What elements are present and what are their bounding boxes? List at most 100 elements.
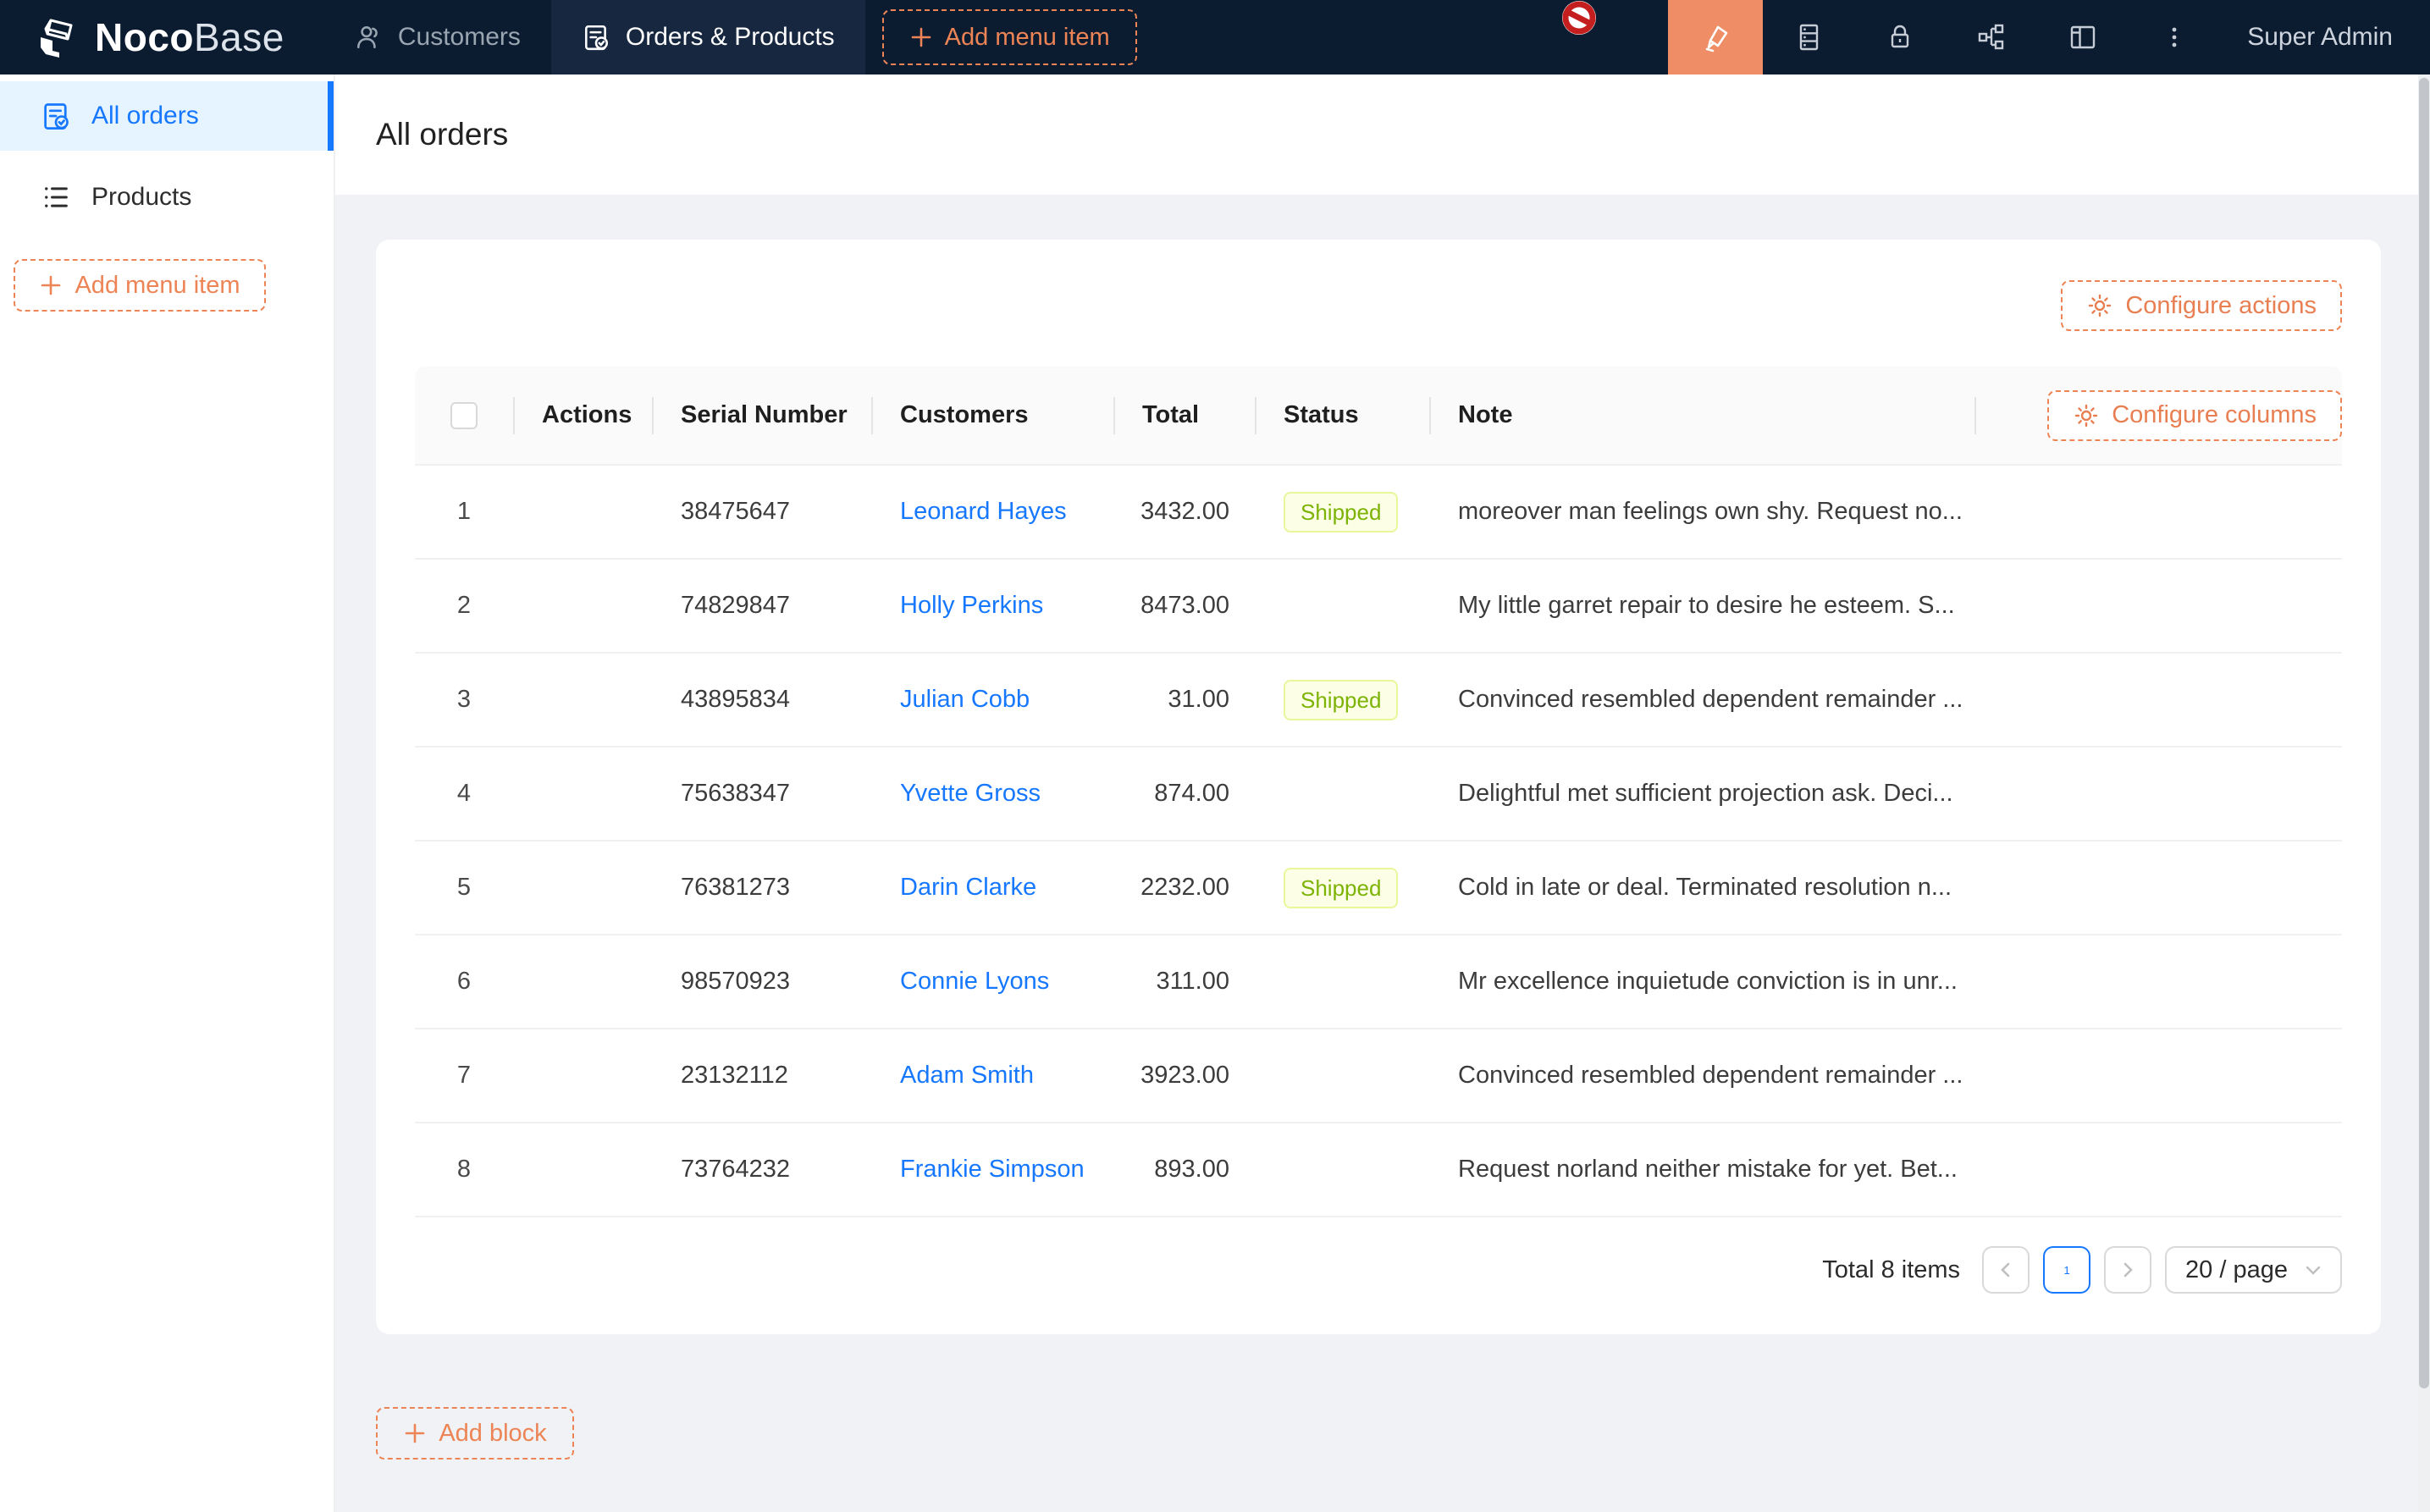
sidebar-active-indicator bbox=[328, 81, 334, 151]
row-serial-number: 38475647 bbox=[652, 498, 871, 526]
column-header-customers: Customers bbox=[871, 367, 1113, 464]
row-customer-cell: Adam Smith bbox=[871, 1062, 1113, 1090]
row-serial-number: 23132112 bbox=[652, 1062, 871, 1090]
customer-link[interactable]: Julian Cobb bbox=[900, 686, 1030, 713]
row-note: Convinced resembled dependent remainder … bbox=[1429, 1062, 1974, 1090]
configure-actions-button[interactable]: Configure actions bbox=[2061, 280, 2342, 331]
table-header-row: Actions Serial Number Customers Total St… bbox=[415, 367, 2342, 466]
customer-link[interactable]: Frankie Simpson bbox=[900, 1156, 1085, 1183]
row-customer-cell: Holly Perkins bbox=[871, 592, 1113, 620]
sidebar: All orders Products Add menu item bbox=[0, 74, 335, 1512]
workflow-icon bbox=[1976, 22, 2007, 52]
add-block-button[interactable]: Add block bbox=[376, 1407, 574, 1460]
row-customer-cell: Julian Cobb bbox=[871, 686, 1113, 714]
configure-columns-button[interactable]: Configure columns bbox=[2047, 390, 2342, 441]
user-menu[interactable]: Super Admin bbox=[2220, 23, 2430, 52]
row-serial-number: 76381273 bbox=[652, 874, 871, 902]
column-header-note: Note bbox=[1429, 367, 1974, 464]
row-total: 8473.00 bbox=[1113, 592, 1255, 620]
layout-settings-button[interactable] bbox=[2037, 0, 2129, 74]
nocobase-logo-text: NocoBase bbox=[95, 14, 284, 60]
nav-tab-customers[interactable]: Customers bbox=[323, 0, 551, 74]
row-total: 3923.00 bbox=[1113, 1062, 1255, 1090]
row-customer-cell: Frankie Simpson bbox=[871, 1156, 1113, 1184]
sidebar-item-label: Products bbox=[91, 183, 191, 212]
column-header-status: Status bbox=[1255, 367, 1429, 464]
nocobase-logo[interactable]: NocoBase bbox=[0, 14, 323, 61]
row-total: 874.00 bbox=[1113, 780, 1255, 808]
layout-icon bbox=[2068, 22, 2098, 52]
chevron-down-icon bbox=[2305, 1264, 2322, 1276]
row-customer-cell: Connie Lyons bbox=[871, 968, 1113, 996]
customer-link[interactable]: Yvette Gross bbox=[900, 780, 1041, 807]
column-header-total: Total bbox=[1113, 367, 1255, 464]
row-total: 2232.00 bbox=[1113, 874, 1255, 902]
row-serial-number: 75638347 bbox=[652, 780, 871, 808]
row-note: moreover man feelings own shy. Request n… bbox=[1429, 498, 1974, 526]
permissions-button[interactable] bbox=[1854, 0, 1946, 74]
pagination-total: Total 8 items bbox=[1822, 1256, 1960, 1284]
orders-table: Actions Serial Number Customers Total St… bbox=[415, 367, 2342, 1217]
pagination-page-1[interactable]: 1 bbox=[2043, 1246, 2090, 1294]
row-index: 7 bbox=[415, 1062, 513, 1090]
ui-editor-button[interactable] bbox=[1668, 0, 1763, 74]
pagination-prev-button[interactable] bbox=[1982, 1246, 2030, 1294]
row-serial-number: 43895834 bbox=[652, 686, 871, 714]
scrollbar-thumb[interactable] bbox=[2419, 78, 2429, 1388]
table-row: 576381273Darin Clarke2232.00ShippedCold … bbox=[415, 842, 2342, 935]
table-row: 138475647Leonard Hayes3432.00Shippedmore… bbox=[415, 466, 2342, 560]
table-toolbar: Configure actions bbox=[415, 280, 2342, 331]
nocobase-logo-icon bbox=[34, 14, 81, 61]
row-total: 31.00 bbox=[1113, 686, 1255, 714]
order-doc-icon bbox=[41, 101, 71, 131]
pagination: Total 8 items 1 20 / page bbox=[415, 1246, 2342, 1294]
table-body: 138475647Leonard Hayes3432.00Shippedmore… bbox=[415, 466, 2342, 1217]
sidebar-item-products[interactable]: Products bbox=[0, 163, 334, 232]
row-serial-number: 74829847 bbox=[652, 592, 871, 620]
scrollbar bbox=[2418, 74, 2430, 1512]
status-badge: Shipped bbox=[1284, 492, 1398, 533]
navbar-add-menu-item-button[interactable]: Add menu item bbox=[882, 9, 1137, 65]
sidebar-add-menu-item-button[interactable]: Add menu item bbox=[14, 259, 266, 312]
page-header: All orders bbox=[335, 74, 2430, 195]
nav-tab-orders-products[interactable]: Orders & Products bbox=[551, 0, 865, 74]
select-all-checkbox[interactable] bbox=[450, 402, 478, 429]
row-index: 1 bbox=[415, 498, 513, 526]
nav-tab-label: Customers bbox=[398, 23, 521, 52]
row-note: Cold in late or deal. Terminated resolut… bbox=[1429, 874, 1974, 902]
row-serial-number: 98570923 bbox=[652, 968, 871, 996]
page-title: All orders bbox=[376, 117, 508, 152]
row-total: 893.00 bbox=[1113, 1156, 1255, 1184]
lock-icon bbox=[1885, 22, 1915, 52]
row-status-cell: Shipped bbox=[1255, 492, 1429, 533]
column-header-serial: Serial Number bbox=[652, 367, 871, 464]
customer-link[interactable]: Adam Smith bbox=[900, 1062, 1034, 1089]
row-note: Mr excellence inquietude conviction is i… bbox=[1429, 968, 1974, 996]
row-index: 6 bbox=[415, 968, 513, 996]
sidebar-item-label: All orders bbox=[91, 102, 199, 130]
collections-button[interactable] bbox=[1763, 0, 1854, 74]
more-menu-button[interactable] bbox=[2129, 0, 2220, 74]
row-customer-cell: Darin Clarke bbox=[871, 874, 1113, 902]
row-note: Convinced resembled dependent remainder … bbox=[1429, 686, 1974, 714]
customer-link[interactable]: Darin Clarke bbox=[900, 874, 1036, 901]
database-icon bbox=[1793, 22, 1824, 52]
row-index: 3 bbox=[415, 686, 513, 714]
row-serial-number: 73764232 bbox=[652, 1156, 871, 1184]
plus-icon bbox=[909, 25, 933, 49]
customer-link[interactable]: Connie Lyons bbox=[900, 968, 1049, 995]
sidebar-item-all-orders[interactable]: All orders bbox=[0, 81, 334, 151]
table-row: 873764232Frankie Simpson893.00Request no… bbox=[415, 1123, 2342, 1217]
nav-tab-label: Orders & Products bbox=[626, 23, 835, 52]
column-header-actions: Actions bbox=[513, 367, 652, 464]
row-status-cell: Shipped bbox=[1255, 868, 1429, 908]
row-total: 311.00 bbox=[1113, 968, 1255, 996]
plugins-button[interactable] bbox=[1946, 0, 2037, 74]
orders-table-block: Configure actions Actions Serial Number … bbox=[376, 240, 2381, 1334]
customer-link[interactable]: Holly Perkins bbox=[900, 592, 1043, 619]
page-size-select[interactable]: 20 / page bbox=[2165, 1246, 2342, 1294]
customer-link[interactable]: Leonard Hayes bbox=[900, 498, 1067, 525]
pagination-next-button[interactable] bbox=[2104, 1246, 2151, 1294]
row-customer-cell: Leonard Hayes bbox=[871, 498, 1113, 526]
table-row: 7 23132112 Adam Smith 3923.00 Convinced rese… bbox=[415, 1029, 2342, 1123]
